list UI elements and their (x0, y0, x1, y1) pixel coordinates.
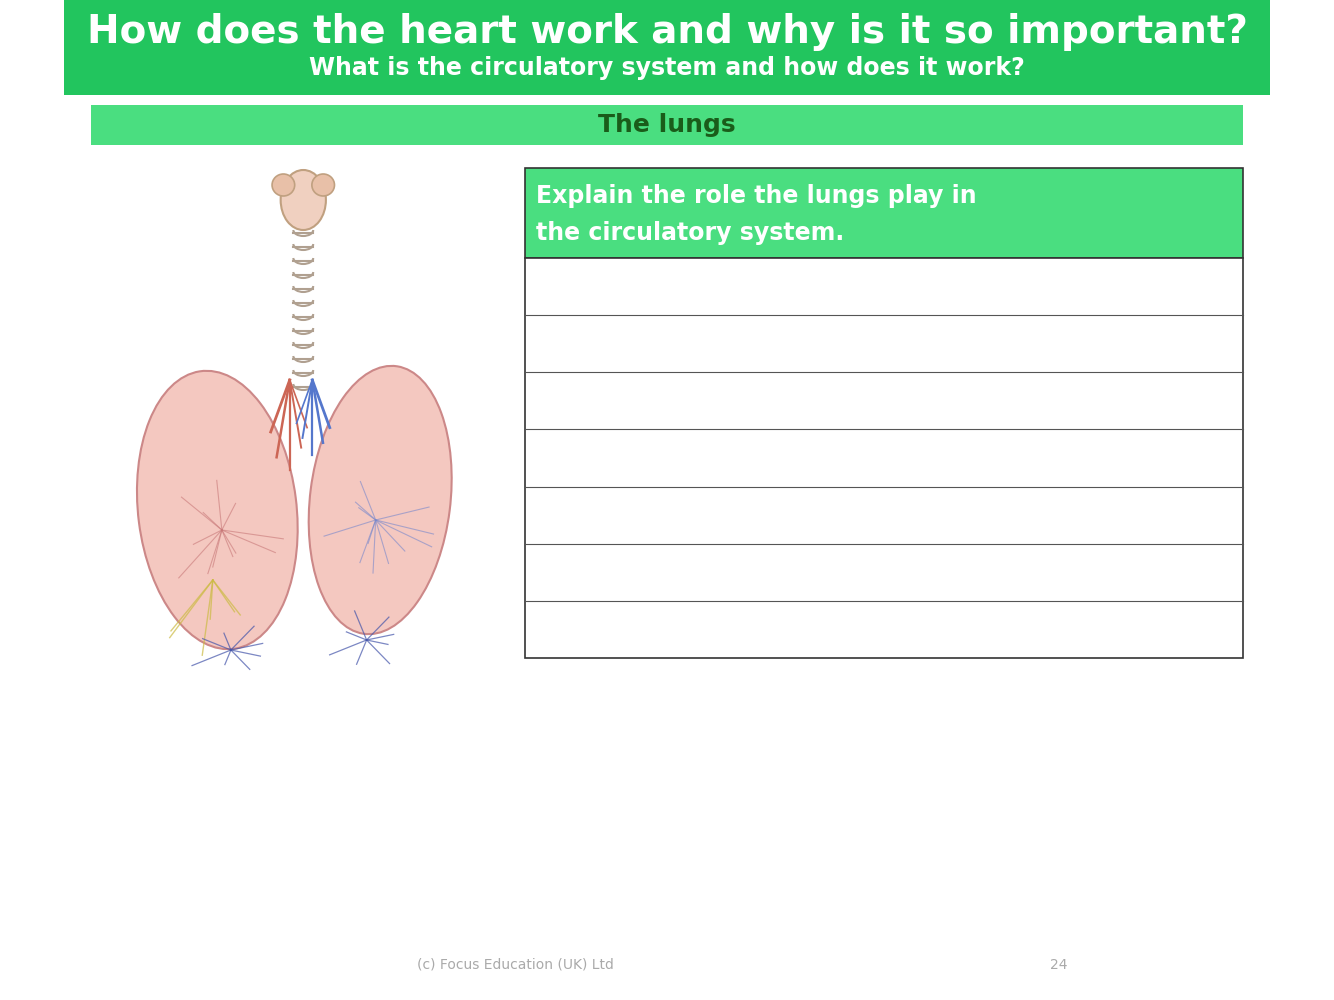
Text: the circulatory system.: the circulatory system. (536, 221, 844, 245)
FancyBboxPatch shape (64, 0, 1270, 95)
Text: (c) Focus Education (UK) Ltd: (c) Focus Education (UK) Ltd (418, 958, 615, 972)
Ellipse shape (308, 366, 452, 634)
FancyBboxPatch shape (526, 258, 1243, 658)
FancyBboxPatch shape (91, 105, 1243, 145)
Text: 24: 24 (1050, 958, 1067, 972)
Text: How does the heart work and why is it so important?: How does the heart work and why is it so… (87, 13, 1247, 51)
Ellipse shape (280, 170, 325, 230)
Ellipse shape (272, 174, 295, 196)
Text: Explain the role the lungs play in: Explain the role the lungs play in (536, 184, 976, 208)
Text: The lungs: The lungs (598, 113, 736, 137)
FancyBboxPatch shape (526, 168, 1243, 258)
Ellipse shape (137, 371, 297, 649)
Text: What is the circulatory system and how does it work?: What is the circulatory system and how d… (309, 56, 1025, 80)
Ellipse shape (312, 174, 335, 196)
